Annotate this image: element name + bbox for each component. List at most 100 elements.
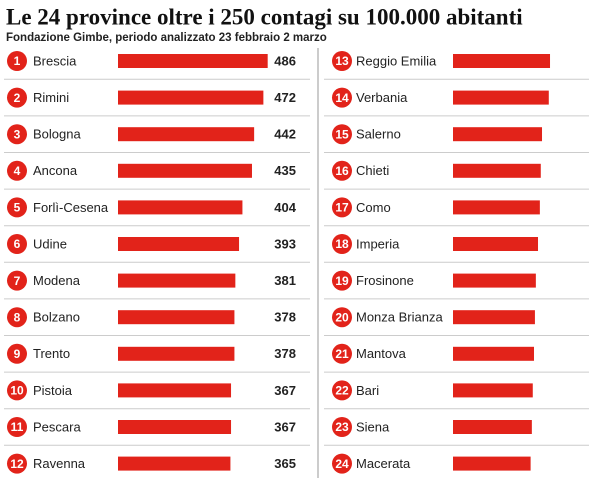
value-label: 472: [274, 90, 296, 105]
rank-label: 5: [14, 201, 21, 215]
bar: [453, 420, 532, 434]
bar: [453, 54, 551, 68]
category-label: Siena: [356, 419, 390, 434]
bar: [453, 237, 539, 251]
rank-badge: [332, 124, 352, 145]
bar: [453, 163, 541, 178]
bar: [453, 127, 543, 142]
rank-badge: [7, 124, 27, 145]
rank-badge: [7, 417, 27, 437]
bar: [453, 273, 536, 288]
rank-badge: [332, 234, 352, 254]
rank-label: 18: [335, 237, 349, 251]
rank-label: 23: [335, 420, 349, 434]
rank-badge: [332, 197, 352, 218]
rank-badge: [332, 270, 352, 291]
rank-badge: [332, 380, 352, 401]
bar: [118, 273, 236, 288]
rank-label: 21: [335, 347, 349, 361]
bar: [118, 383, 232, 398]
bar: [453, 346, 535, 361]
rank-label: 24: [335, 457, 349, 471]
bar: [453, 383, 533, 398]
category-label: Trento: [33, 346, 70, 361]
rank-label: 7: [14, 274, 21, 288]
rank-badge: [332, 51, 352, 71]
rank-label: 3: [14, 127, 21, 141]
chart-subtitle: Fondazione Gimbe, periodo analizzato 23 …: [6, 32, 327, 44]
category-label: Rimini: [33, 90, 69, 105]
rank-label: 15: [335, 127, 349, 141]
bar: [118, 127, 255, 142]
value-label: 442: [274, 127, 296, 142]
rank-label: 20: [335, 310, 349, 324]
category-label: Reggio Emilia: [356, 53, 437, 68]
rank-badge: [7, 197, 27, 218]
bar: [453, 310, 535, 325]
rank-badge: [332, 343, 352, 364]
category-label: Frosinone: [356, 273, 414, 288]
rank-badge: [332, 417, 352, 437]
category-label: Bari: [356, 383, 379, 398]
value-label: 367: [274, 419, 296, 434]
category-label: Ancona: [33, 163, 78, 178]
category-label: Modena: [33, 273, 81, 288]
rank-badge: [332, 87, 352, 108]
rank-badge: [7, 234, 27, 254]
category-label: Brescia: [33, 53, 77, 68]
bar: [453, 200, 540, 215]
rank-label: 2: [14, 91, 21, 105]
category-label: Pistoia: [33, 383, 73, 398]
bar: [118, 420, 232, 434]
rank-label: 11: [11, 420, 24, 434]
value-label: 486: [274, 53, 296, 68]
rank-label: 6: [14, 237, 21, 251]
bar: [453, 456, 531, 471]
bar: [118, 54, 268, 68]
category-label: Salerno: [356, 127, 401, 142]
rank-label: 13: [335, 54, 349, 68]
rank-badge: [7, 380, 27, 401]
rank-badge: [7, 270, 27, 291]
category-label: Mantova: [356, 346, 407, 361]
category-label: Pescara: [33, 419, 81, 434]
rank-label: 14: [335, 91, 349, 105]
rank-badge: [7, 87, 27, 108]
category-label: Bolzano: [33, 310, 80, 325]
category-label: Macerata: [356, 456, 411, 471]
rank-badge: [332, 160, 352, 181]
bar: [118, 237, 240, 251]
bar: [118, 163, 252, 178]
rank-badge: [332, 453, 352, 474]
value-label: 404: [274, 200, 296, 215]
value-label: 378: [274, 346, 296, 361]
rank-label: 1: [14, 54, 21, 68]
rank-label: 17: [335, 201, 349, 215]
category-label: Chieti: [356, 163, 389, 178]
rank-label: 12: [10, 457, 24, 471]
category-label: Bologna: [33, 127, 81, 142]
rank-label: 9: [14, 347, 21, 361]
bar: [118, 90, 264, 105]
bar: [118, 310, 235, 325]
value-label: 365: [274, 456, 296, 471]
rank-badge: [7, 307, 27, 328]
value-label: 435: [274, 163, 296, 178]
value-label: 378: [274, 310, 296, 325]
category-label: Udine: [33, 236, 67, 251]
rank-badge: [7, 343, 27, 364]
rank-label: 8: [14, 310, 21, 324]
category-label: Verbania: [356, 90, 408, 105]
rank-label: 19: [335, 274, 349, 288]
bar: [118, 346, 235, 361]
chart-title: Le 24 province oltre i 250 contagi su 10…: [6, 4, 523, 29]
category-label: Como: [356, 200, 391, 215]
value-label: 381: [274, 273, 296, 288]
category-label: Monza Brianza: [356, 310, 443, 325]
rank-badge: [7, 160, 27, 181]
category-label: Ravenna: [33, 456, 86, 471]
category-label: Forlì-Cesena: [33, 200, 109, 215]
bar: [453, 90, 549, 105]
value-label: 393: [274, 236, 296, 251]
